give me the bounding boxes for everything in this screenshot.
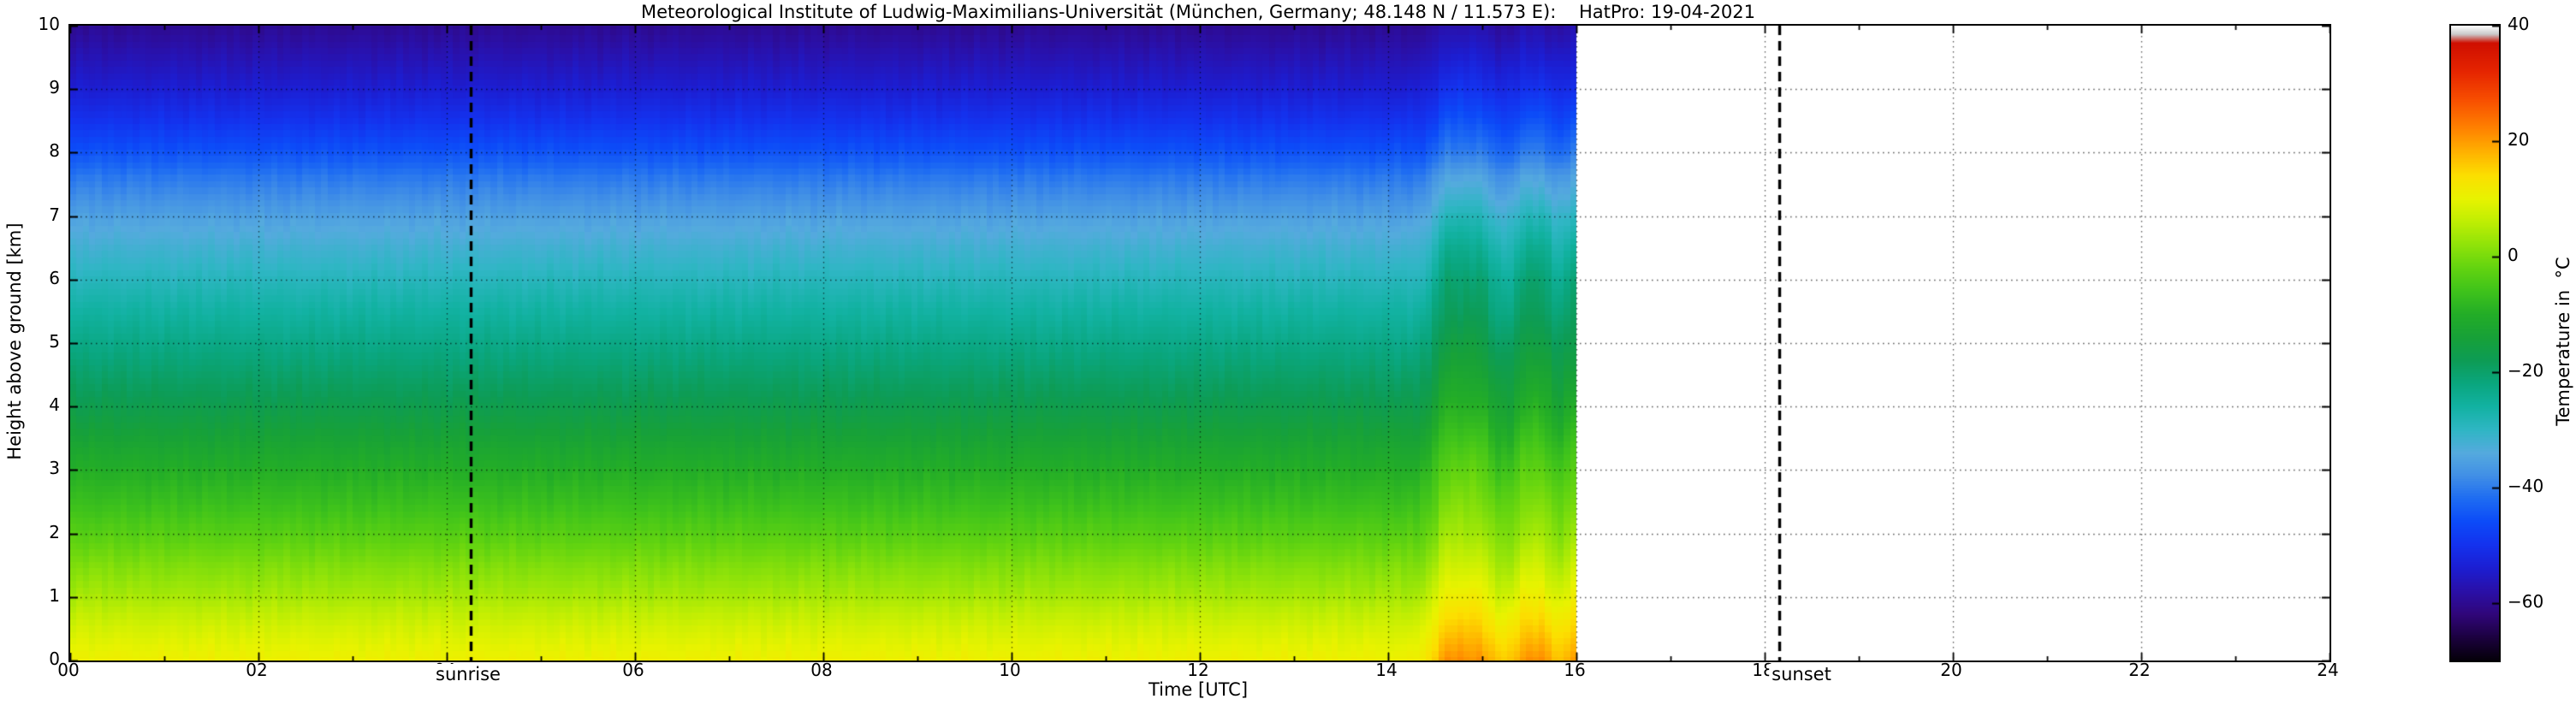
y-axis-tick-label: 7: [49, 204, 60, 225]
y-axis-tick-label: 3: [49, 458, 60, 479]
y-axis-tick-label: 1: [49, 584, 60, 606]
colorbar-tick-label: 40: [2508, 14, 2530, 34]
y-axis-tick-label: 10: [38, 14, 60, 34]
x-axis-tick-label: 08: [810, 660, 833, 680]
x-axis-tick-label: 18: [1752, 660, 1774, 680]
y-axis-tick-label: 0: [49, 649, 60, 669]
colorbar-tick-label: 0: [2508, 244, 2519, 265]
x-axis-tick-label: 14: [1375, 660, 1398, 680]
y-axis-tick-label: 4: [49, 394, 60, 416]
colorbar-gradient-canvas: [2451, 26, 2499, 661]
plot-area: [68, 24, 2331, 662]
x-axis-label: Time [UTC]: [1148, 679, 1249, 700]
x-axis-tick-label: 22: [2128, 660, 2151, 680]
colorbar: [2449, 24, 2501, 662]
x-axis-tick-label: 20: [1940, 660, 1962, 680]
colorbar-tick-label: −60: [2508, 590, 2544, 612]
y-axis-label: Height above ground [km]: [4, 222, 25, 460]
y-axis-tick-label: 5: [49, 331, 60, 352]
colorbar-label: Temperature in °C: [2553, 257, 2573, 426]
sunrise-annotation-label: sunrise: [433, 664, 503, 684]
x-axis-tick-label: 12: [1187, 660, 1209, 680]
y-axis-tick-label: 8: [49, 140, 60, 162]
x-axis-tick-label: 24: [2317, 660, 2339, 680]
x-axis-tick-label: 02: [246, 660, 268, 680]
y-axis-tick-label: 9: [49, 77, 60, 98]
chart-title: Meteorological Institute of Ludwig-Maxim…: [640, 2, 1756, 22]
colorbar-tick-label: −20: [2508, 359, 2544, 381]
y-axis-tick-label: 6: [49, 267, 60, 288]
x-axis-tick-label: 10: [999, 660, 1021, 680]
x-axis-tick-label: 00: [57, 660, 80, 680]
colorbar-tick-label: −40: [2508, 475, 2544, 496]
sunset-annotation-label: sunset: [1769, 664, 1834, 684]
x-axis-tick-label: 16: [1564, 660, 1586, 680]
temperature-heatmap-canvas: [70, 26, 2330, 661]
x-axis-tick-label: 06: [622, 660, 644, 680]
y-axis-tick-label: 2: [49, 521, 60, 542]
colorbar-tick-label: 20: [2508, 128, 2530, 150]
